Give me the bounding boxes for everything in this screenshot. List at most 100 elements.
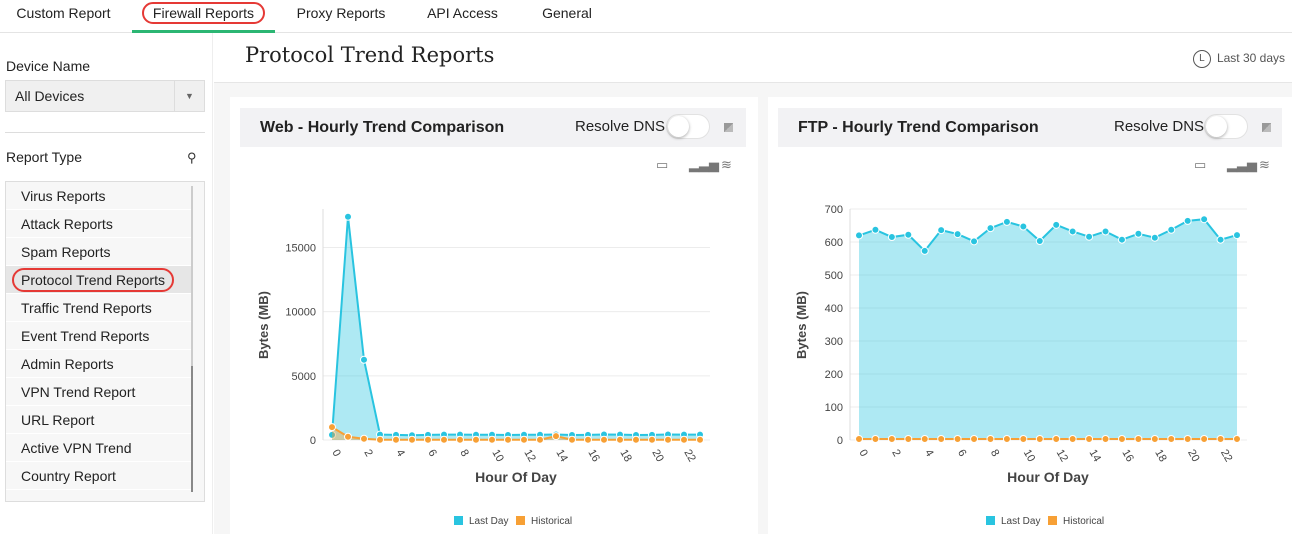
- x-tick-label: 22: [681, 448, 698, 465]
- sidebar-item-spam-reports[interactable]: Spam Reports: [6, 238, 193, 266]
- tab-firewall-reports[interactable]: Firewall Reports: [132, 0, 275, 33]
- data-point: [1002, 435, 1011, 444]
- data-point: [1085, 435, 1094, 444]
- data-point: [504, 435, 512, 444]
- data-point: [1117, 435, 1126, 444]
- x-tick-label: 6: [425, 448, 438, 459]
- data-point: [1068, 227, 1077, 236]
- sidebar-item-virus-reports[interactable]: Virus Reports: [6, 182, 193, 210]
- panel-title: Web - Hourly Trend Comparison: [260, 119, 505, 136]
- expand-icon[interactable]: [1262, 123, 1271, 132]
- resolve-dns-label: Resolve DNS: [575, 118, 666, 135]
- tab-label: Firewall Reports: [141, 2, 266, 24]
- scrollbar[interactable]: [191, 186, 193, 492]
- scrollbar-thumb[interactable]: [191, 366, 193, 492]
- x-tick-label: 14: [1086, 448, 1103, 465]
- bar-chart-icon[interactable]: ▂▃▅: [689, 157, 719, 172]
- x-tick-label: 20: [649, 448, 666, 465]
- data-point: [887, 435, 896, 444]
- device-select[interactable]: All Devices ▼: [5, 80, 205, 112]
- data-point: [376, 435, 384, 444]
- tab-api-access[interactable]: API Access: [427, 5, 498, 21]
- x-tick-label: 10: [489, 448, 506, 465]
- data-point: [1200, 215, 1209, 224]
- period-label: Last 30 days: [1216, 51, 1285, 66]
- data-point: [1183, 216, 1192, 225]
- data-point: [871, 225, 880, 234]
- data-point: [904, 230, 913, 239]
- data-point: [953, 435, 962, 444]
- device-name-label: Device Name: [6, 58, 91, 74]
- tab-custom-report[interactable]: Custom Report: [16, 5, 111, 21]
- tab-general[interactable]: General: [542, 5, 592, 21]
- sidebar-item-vpn-trend-report[interactable]: VPN Trend Report: [6, 378, 193, 406]
- data-point: [1035, 237, 1044, 246]
- page-title: Protocol Trend Reports: [245, 43, 495, 67]
- legend-label: Historical: [1063, 516, 1104, 527]
- data-point: [1068, 435, 1077, 444]
- line-chart-icon[interactable]: ≋: [1259, 157, 1270, 172]
- x-tick-label: 2: [361, 448, 374, 459]
- sidebar-item-admin-reports[interactable]: Admin Reports: [6, 350, 193, 378]
- period-selector[interactable]: L Last 30 days: [1192, 50, 1285, 68]
- x-tick-label: 18: [1152, 448, 1169, 465]
- sidebar-item-traffic-trend-reports[interactable]: Traffic Trend Reports: [6, 294, 193, 322]
- data-point: [344, 432, 352, 441]
- report-type-label: Report Type: [6, 149, 83, 165]
- sidebar-item-attack-reports[interactable]: Attack Reports: [6, 210, 193, 238]
- area-chart-icon[interactable]: ▭: [656, 157, 669, 172]
- data-point: [1019, 435, 1028, 444]
- resolve-dns-toggle[interactable]: [1204, 114, 1248, 139]
- x-tick-label: 16: [585, 448, 602, 465]
- data-point: [1035, 435, 1044, 444]
- data-point: [1117, 235, 1126, 244]
- x-tick-label: 12: [521, 448, 538, 465]
- legend-swatch: [1048, 516, 1057, 525]
- search-icon[interactable]: ⚲: [187, 150, 197, 165]
- sidebar-item-url-report[interactable]: URL Report: [6, 406, 193, 434]
- legend-label: Historical: [531, 516, 572, 527]
- y-tick-label: 300: [825, 336, 843, 348]
- data-point: [680, 435, 688, 444]
- data-point: [584, 435, 592, 444]
- resolve-dns-toggle[interactable]: [666, 114, 710, 139]
- y-tick-label: 400: [825, 303, 843, 315]
- sidebar-item-active-vpn-trend[interactable]: Active VPN Trend: [6, 434, 193, 462]
- data-point: [871, 435, 880, 444]
- data-point: [424, 435, 432, 444]
- report-type-list: Virus Reports Attack Reports Spam Report…: [5, 181, 205, 502]
- data-point: [1085, 232, 1094, 241]
- data-point: [392, 435, 400, 444]
- legend-swatch: [454, 516, 463, 525]
- data-point: [855, 231, 863, 240]
- expand-icon[interactable]: [724, 123, 733, 132]
- tab-proxy-reports[interactable]: Proxy Reports: [296, 5, 386, 21]
- sidebar-item-country-report[interactable]: Country Report: [6, 462, 193, 490]
- clock-icon: L: [1192, 50, 1211, 68]
- chevron-down-icon: ▼: [174, 81, 204, 111]
- divider: [5, 132, 205, 133]
- data-point: [408, 435, 416, 444]
- line-chart-icon[interactable]: ≋: [721, 157, 732, 172]
- data-point: [1052, 220, 1061, 229]
- x-tick-label: 6: [955, 448, 968, 459]
- area-chart-icon[interactable]: ▭: [1194, 157, 1207, 172]
- data-point: [1216, 435, 1225, 444]
- data-point: [986, 224, 995, 233]
- sidebar-item-protocol-trend-reports[interactable]: Protocol Trend Reports: [6, 266, 193, 294]
- legend-swatch: [516, 516, 525, 525]
- bar-chart-icon[interactable]: ▂▃▅: [1227, 157, 1257, 172]
- data-point: [1167, 435, 1176, 444]
- panel-header: FTP - Hourly Trend Comparison Resolve DN…: [778, 108, 1282, 147]
- y-tick-label: 100: [825, 402, 843, 414]
- data-point: [887, 233, 896, 242]
- y-tick-label: 5000: [292, 371, 316, 383]
- x-tick-label: 10: [1021, 448, 1038, 465]
- data-point: [536, 435, 544, 444]
- x-axis-label: Hour Of Day: [1007, 469, 1089, 485]
- sidebar-item-event-trend-reports[interactable]: Event Trend Reports: [6, 322, 193, 350]
- data-point: [664, 435, 672, 444]
- data-point: [970, 237, 979, 246]
- y-tick-label: 500: [825, 270, 843, 282]
- x-tick-label: 4: [393, 448, 406, 459]
